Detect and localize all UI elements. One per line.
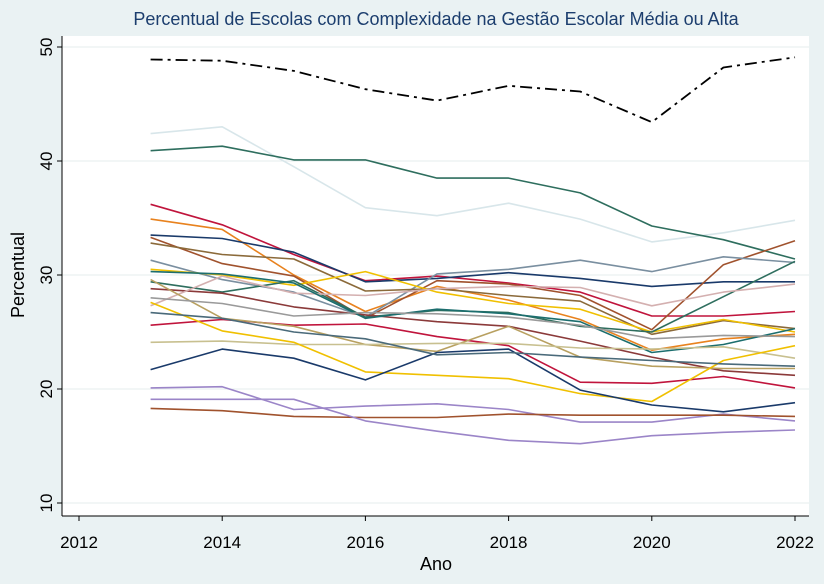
y-tick-label-10: 10: [37, 494, 56, 513]
series-line-3: [150, 145, 796, 260]
x-tick-label-2014: 2014: [203, 533, 241, 552]
series-line-10: [150, 268, 796, 333]
y-tick-label-50: 50: [37, 38, 56, 57]
x-tick-label-2022: 2022: [776, 533, 814, 552]
series-lines: [150, 56, 796, 445]
x-axis-label: Ano: [420, 554, 452, 574]
series-line-21: [150, 311, 796, 367]
series-line-20: [150, 348, 796, 413]
series-line-9: [150, 242, 796, 336]
y-tick-label-20: 20: [37, 380, 56, 399]
series-line-16: [150, 278, 795, 370]
y-tick-label-30: 30: [37, 266, 56, 285]
series-line-17: [150, 297, 796, 340]
x-tick-label-2016: 2016: [346, 533, 384, 552]
series-line-13: [150, 275, 796, 307]
series-line-22: [150, 385, 796, 423]
series-line-6: [150, 234, 795, 288]
series-line-23: [150, 407, 796, 419]
axes: 10 20 30 40 50 2012 2014 2016 2018 2020 2022: [37, 36, 814, 552]
series-line-1: [150, 56, 796, 124]
y-axis-label: Percentual: [8, 232, 28, 318]
series-line-2: [150, 126, 796, 243]
series-line-12: [150, 287, 796, 377]
y-tick-label-40: 40: [37, 152, 56, 171]
series-line-19: [150, 301, 796, 403]
series-line-4: [150, 203, 796, 317]
series-line-5: [150, 218, 796, 352]
series-line-18: [150, 340, 796, 359]
chart-title: Percentual de Escolas com Complexidade n…: [133, 9, 739, 29]
series-line-24: [150, 398, 796, 445]
series-line-7: [150, 236, 796, 331]
x-tick-label-2018: 2018: [490, 533, 528, 552]
x-tick-label-2012: 2012: [60, 533, 98, 552]
x-tick-label-2020: 2020: [633, 533, 671, 552]
